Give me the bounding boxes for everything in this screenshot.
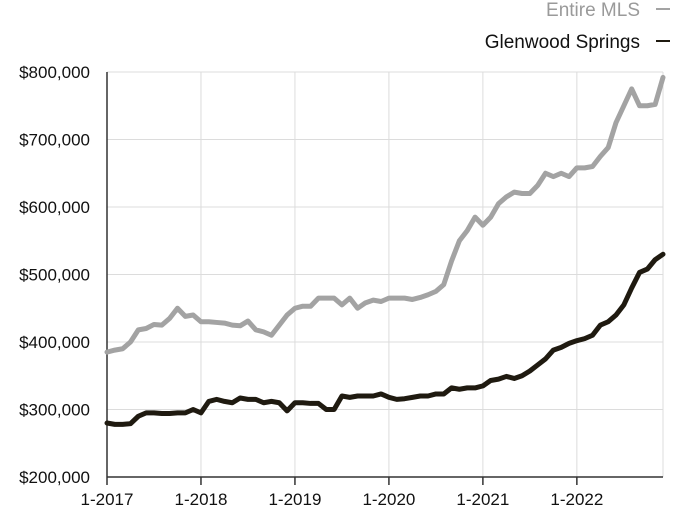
- y-tick-label: $800,000: [19, 63, 90, 82]
- series-line-entire-mls: [104, 74, 666, 355]
- x-tick-label: 1-2022: [550, 490, 603, 509]
- axes: [106, 72, 663, 478]
- x-tick-label: 1-2017: [81, 490, 134, 509]
- x-tick-label: 1-2020: [362, 490, 415, 509]
- legend-label-glenwood-springs: Glenwood Springs: [485, 32, 640, 53]
- x-tick-label: 1-2019: [268, 490, 321, 509]
- y-tick-label: $500,000: [19, 266, 90, 285]
- y-axis-ticks: $200,000 $300,000 $400,000 $500,000 $600,000…: [19, 63, 90, 487]
- y-tick-label: $300,000: [19, 401, 90, 420]
- series-line-glenwood-springs: [104, 251, 666, 427]
- x-tick-label: 1-2021: [456, 490, 509, 509]
- series-lines: [104, 74, 666, 427]
- y-tick-label: $600,000: [19, 198, 90, 217]
- y-tick-label: $700,000: [19, 131, 90, 150]
- legend-label-entire-mls: Entire MLS: [546, 0, 640, 21]
- grid-lines: [107, 71, 664, 477]
- x-tick-label: 1-2018: [175, 490, 228, 509]
- legend: Entire MLS Glenwood Springs: [485, 0, 670, 53]
- x-axis-ticks: 1-2017 1-2018 1-2019 1-2020 1-2021 1-2022: [81, 477, 603, 509]
- y-tick-label: $400,000: [19, 333, 90, 352]
- y-tick-label: $200,000: [19, 468, 90, 487]
